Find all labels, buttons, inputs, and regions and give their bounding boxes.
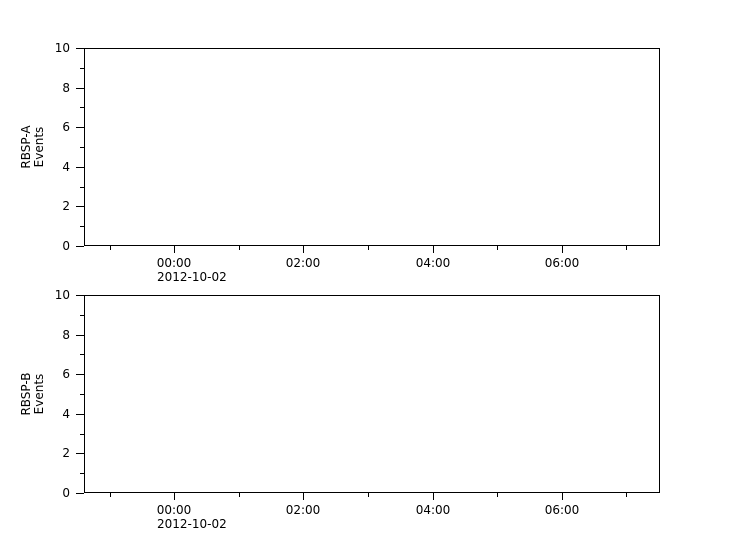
x-major-tick (174, 493, 175, 500)
y-tick-label: 0 (62, 239, 70, 253)
y-minor-tick (80, 187, 84, 188)
y-axis-label-line: Events (32, 373, 46, 415)
x-major-tick (303, 493, 304, 500)
x-minor-tick (110, 493, 111, 497)
x-major-tick (174, 246, 175, 253)
y-major-tick (76, 127, 84, 128)
y-minor-tick (80, 107, 84, 108)
y-minor-tick (80, 315, 84, 316)
y-tick-label: 2 (62, 446, 70, 460)
y-minor-tick (80, 147, 84, 148)
y-tick-label: 4 (62, 160, 70, 174)
y-major-tick (76, 374, 84, 375)
x-tick-label: 02:00 (285, 256, 321, 270)
y-major-tick (76, 493, 84, 494)
x-major-tick (433, 246, 434, 253)
y-minor-tick (80, 68, 84, 69)
plot-frame (84, 295, 660, 493)
x-tick-label: 04:00 (415, 256, 451, 270)
x-minor-tick (368, 246, 369, 250)
y-minor-tick (80, 394, 84, 395)
y-minor-tick (80, 226, 84, 227)
x-major-tick (433, 493, 434, 500)
x-minor-tick (626, 493, 627, 497)
y-major-tick (76, 295, 84, 296)
y-major-tick (76, 88, 84, 89)
y-minor-tick (80, 473, 84, 474)
x-major-tick (303, 246, 304, 253)
y-axis-label: RBSP-B Events (19, 372, 46, 415)
y-major-tick (76, 167, 84, 168)
y-major-tick (76, 335, 84, 336)
x-date-label: 2012-10-02 (157, 270, 227, 284)
x-tick-label: 00:00 (156, 503, 192, 517)
x-minor-tick (239, 246, 240, 250)
x-major-tick (562, 246, 563, 253)
y-major-tick (76, 453, 84, 454)
x-minor-tick (626, 246, 627, 250)
y-minor-tick (80, 354, 84, 355)
y-tick-label: 8 (62, 81, 70, 95)
y-major-tick (76, 414, 84, 415)
x-minor-tick (368, 493, 369, 497)
y-tick-label: 0 (62, 486, 70, 500)
x-minor-tick (239, 493, 240, 497)
x-minor-tick (497, 246, 498, 250)
x-tick-label: 06:00 (544, 256, 580, 270)
x-tick-label: 02:00 (285, 503, 321, 517)
y-major-tick (76, 206, 84, 207)
y-tick-label: 8 (62, 328, 70, 342)
y-tick-label: 10 (54, 41, 70, 55)
y-tick-label: 4 (62, 407, 70, 421)
y-major-tick (76, 48, 84, 49)
x-tick-label: 06:00 (544, 503, 580, 517)
y-tick-label: 6 (62, 120, 70, 134)
y-minor-tick (80, 434, 84, 435)
x-tick-label: 00:00 (156, 256, 192, 270)
y-major-tick (76, 246, 84, 247)
plot-frame (84, 48, 660, 246)
x-date-label: 2012-10-02 (157, 517, 227, 531)
y-tick-label: 10 (54, 288, 70, 302)
y-tick-label: 2 (62, 199, 70, 213)
y-tick-label: 6 (62, 367, 70, 381)
x-minor-tick (110, 246, 111, 250)
x-minor-tick (497, 493, 498, 497)
x-major-tick (562, 493, 563, 500)
x-tick-label: 04:00 (415, 503, 451, 517)
